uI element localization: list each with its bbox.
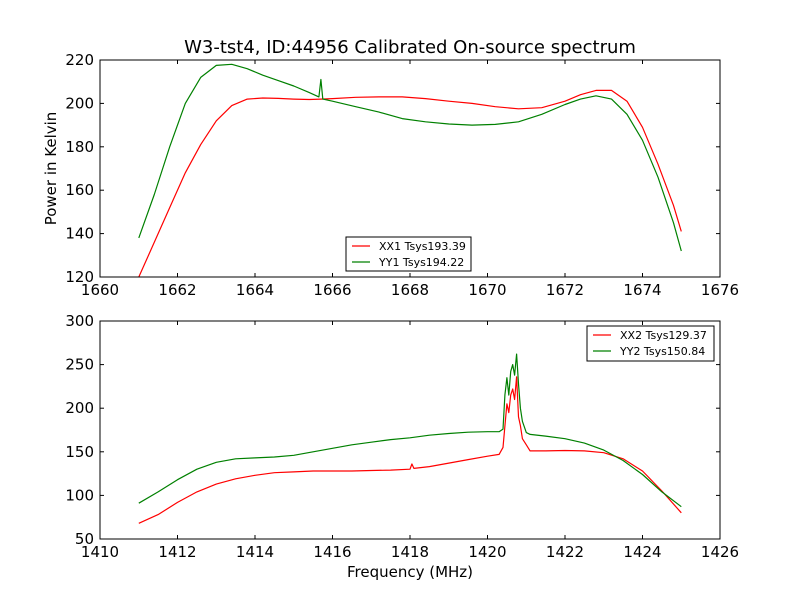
legend-box	[345, 236, 472, 272]
x-tick-label: 1418	[391, 543, 429, 561]
y-tick-label: 200	[65, 399, 94, 417]
y-tick-label: 120	[65, 268, 94, 286]
y-tick-label: 150	[65, 443, 94, 461]
x-tick-label: 1670	[468, 281, 506, 299]
bottom-x-axis-label: Frequency (MHz)	[347, 563, 473, 581]
legend-label: YY2 Tsys150.84	[619, 345, 705, 358]
bottom-ticks: 1410 1412 1414 1416 1418 1420 1422 1424 1426 50 10…	[65, 312, 739, 561]
y-tick-label: 160	[65, 181, 94, 199]
top-legend: XX1 Tsys193.39 YY1 Tsys194.22	[345, 236, 472, 272]
x-tick-label: 1674	[623, 281, 661, 299]
x-tick-label: 1422	[546, 543, 584, 561]
x-tick-label: 1662	[158, 281, 196, 299]
top-series-lines	[138, 63, 682, 278]
x-tick-label: 1412	[158, 543, 196, 561]
top-ticks: 1660 1662 1664 1666 1668 1670 1672 1674 1676 120 1…	[65, 51, 739, 299]
legend-label: XX1 Tsys193.39	[379, 240, 466, 253]
legend-label: YY1 Tsys194.22	[378, 256, 464, 269]
y-tick-label: 140	[65, 225, 94, 243]
figure-title: W3-tst4, ID:44956 Calibrated On-source s…	[184, 37, 636, 58]
y-tick-label: 300	[65, 312, 94, 330]
series-line-1	[138, 89, 682, 278]
y-tick-label: 250	[65, 356, 94, 374]
top-y-axis-label: Power in Kelvin	[42, 112, 60, 226]
x-tick-label: 1660	[81, 281, 119, 299]
y-tick-label: 200	[65, 94, 94, 112]
y-tick-label: 220	[65, 51, 94, 69]
top-plot-frame	[99, 59, 721, 278]
y-tick-label: 180	[65, 138, 94, 156]
x-tick-label: 1420	[468, 543, 506, 561]
top-axes: 1660 1662 1664 1666 1668 1670 1672 1674 1676 120 1…	[42, 51, 739, 299]
x-tick-label: 1676	[701, 281, 739, 299]
bottom-legend: XX2 Tsys129.37 YY2 Tsys150.84	[586, 325, 715, 362]
y-tick-label: 50	[75, 530, 94, 548]
x-tick-label: 1426	[701, 543, 739, 561]
x-tick-label: 1416	[313, 543, 351, 561]
series-line-2	[138, 63, 682, 252]
bottom-axes: 1410 1412 1414 1416 1418 1420 1422 1424 1426 50 10…	[65, 312, 739, 581]
x-tick-label: 1410	[81, 543, 119, 561]
x-tick-label: 1424	[623, 543, 661, 561]
series-line-1	[138, 376, 682, 524]
series-line-2	[138, 353, 682, 508]
bottom-series-lines	[138, 353, 682, 524]
x-tick-label: 1664	[236, 281, 274, 299]
bottom-plot-frame	[99, 320, 721, 540]
x-tick-label: 1672	[546, 281, 584, 299]
legend-label: XX2 Tsys129.37	[620, 329, 707, 342]
legend-box	[586, 325, 715, 362]
x-tick-label: 1668	[391, 281, 429, 299]
x-tick-label: 1666	[313, 281, 351, 299]
y-tick-label: 100	[65, 486, 94, 504]
x-tick-label: 1414	[236, 543, 274, 561]
